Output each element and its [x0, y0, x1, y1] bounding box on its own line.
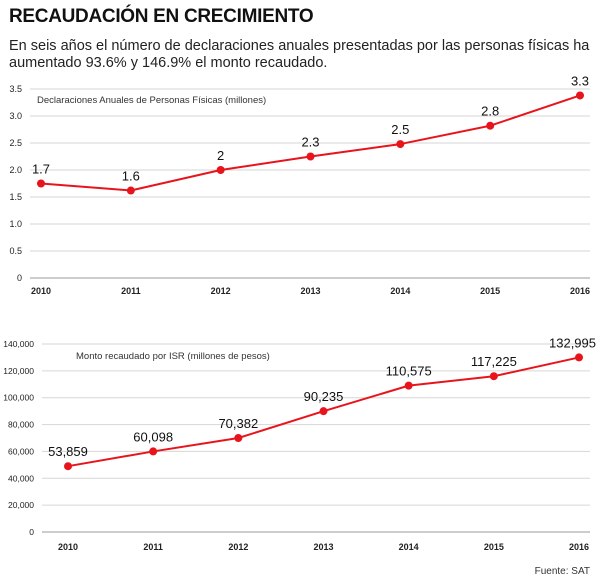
data-point	[234, 434, 243, 442]
data-label: 3.3	[571, 73, 589, 88]
data-point	[489, 372, 498, 381]
y-tick-label: 1.5	[9, 192, 22, 202]
x-tick-label: 2010	[31, 286, 51, 296]
data-point	[396, 140, 405, 149]
y-tick-label: 40,000	[8, 473, 34, 483]
x-tick-label: 2015	[480, 286, 500, 296]
data-label: 1.7	[32, 162, 50, 177]
data-point	[37, 179, 45, 188]
x-tick-label: 2014	[399, 542, 419, 552]
x-tick-label: 2012	[211, 286, 231, 296]
data-point	[319, 407, 328, 416]
y-tick-label: 0	[29, 527, 34, 537]
data-label: 2.8	[481, 104, 499, 119]
data-point	[576, 91, 584, 100]
x-tick-label: 2016	[569, 542, 589, 552]
data-point	[486, 121, 495, 130]
x-tick-label: 2013	[313, 542, 333, 552]
data-point	[306, 152, 315, 161]
chart-title: Monto recaudado por ISR (millones de pes…	[76, 351, 270, 362]
data-point	[126, 186, 135, 195]
x-tick-label: 2011	[121, 286, 141, 296]
y-tick-label: 1.0	[9, 219, 22, 229]
data-point	[575, 353, 583, 362]
data-point	[404, 381, 413, 390]
y-tick-label: 20,000	[8, 500, 34, 510]
x-tick-label: 2010	[58, 542, 78, 552]
y-tick-label: 80,000	[8, 420, 34, 430]
source-note: Fuente: SAT	[534, 566, 590, 577]
y-tick-label: 2.0	[9, 165, 22, 175]
data-label: 70,382	[218, 416, 258, 431]
y-tick-label: 100,000	[3, 393, 34, 403]
data-point	[216, 166, 225, 174]
page-title: RECAUDACIÓN EN CRECIMIENTO	[9, 6, 314, 27]
chart-title: Declaraciones Anuales de Personas Física…	[37, 95, 266, 106]
data-point	[64, 462, 72, 471]
y-tick-label: 3.0	[9, 111, 22, 121]
data-label: 110,575	[386, 364, 432, 379]
data-label: 53,859	[48, 444, 88, 459]
data-label: 2.5	[391, 122, 409, 137]
data-label: 2.3	[301, 135, 319, 150]
y-tick-label: 3.5	[9, 84, 22, 94]
x-tick-label: 2013	[300, 286, 320, 296]
data-label: 2	[217, 148, 224, 163]
data-label: 132,995	[549, 335, 596, 350]
data-label: 90,235	[304, 389, 344, 404]
x-tick-label: 2015	[484, 542, 504, 552]
x-tick-label: 2016	[570, 286, 590, 296]
y-tick-label: 120,000	[3, 366, 34, 376]
y-tick-label: 140,000	[3, 339, 34, 349]
y-tick-label: 0	[17, 273, 22, 283]
x-tick-label: 2014	[390, 286, 410, 296]
page-subtitle: En seis años el número de declaraciones …	[9, 38, 590, 71]
data-label: 117,225	[471, 354, 517, 369]
data-point	[149, 447, 158, 456]
x-tick-label: 2011	[143, 542, 163, 552]
y-tick-label: 0.5	[9, 246, 22, 256]
y-tick-label: 2.5	[9, 138, 22, 148]
data-label: 60,098	[133, 429, 173, 444]
y-tick-label: 60,000	[8, 446, 34, 456]
data-label: 1.6	[122, 169, 140, 184]
x-tick-label: 2012	[228, 542, 248, 552]
